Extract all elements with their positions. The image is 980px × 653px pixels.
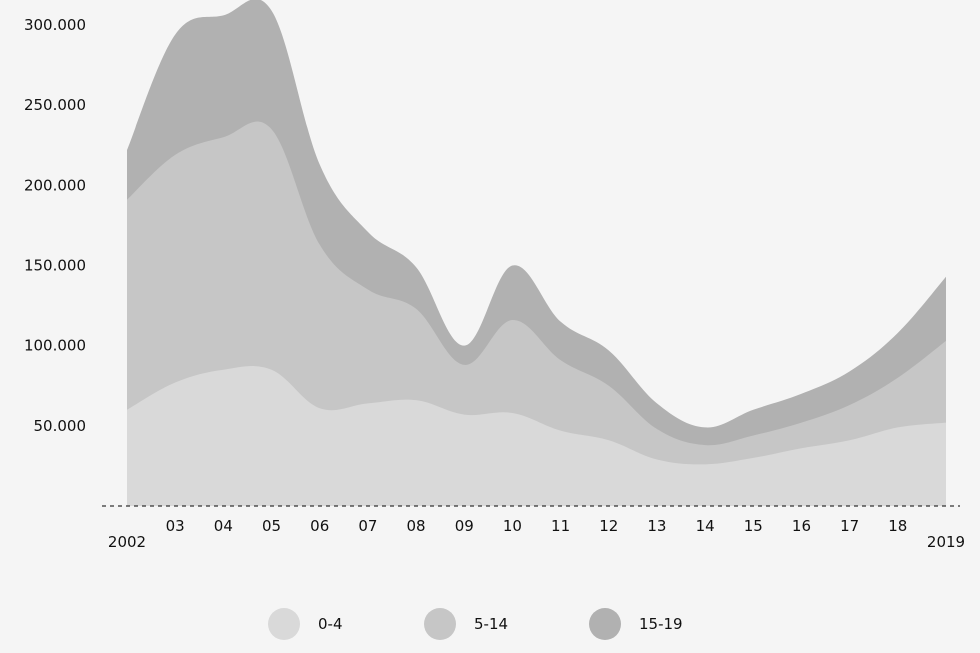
legend-label: 5-14 [474,615,509,633]
x-tick-label: 05 [262,517,281,535]
x-tick-label: 2019 [927,533,965,551]
legend-swatch-icon [268,608,300,640]
x-tick-label: 14 [696,517,715,535]
legend-item-0-4: 0-4 [268,608,343,640]
x-tick-label: 17 [840,517,859,535]
x-tick-label: 09 [455,517,474,535]
area-series-5-14 [127,121,946,506]
x-axis-ticks: 2002 03 04 05 06 07 08 09 10 11 12 13 14 15 16 17 18 2019 [108,517,965,551]
x-tick-label: 13 [647,517,666,535]
x-tick-label: 06 [310,517,329,535]
y-tick-label: 200.000 [24,176,86,194]
x-tick-label: 18 [888,517,907,535]
chart-areas [127,0,946,506]
y-tick-label: 300.000 [24,16,86,34]
x-tick-label: 2002 [108,533,146,551]
legend-item-5-14: 5-14 [424,608,508,640]
x-tick-label: 15 [744,517,763,535]
x-tick-label: 04 [214,517,233,535]
legend-label: 15-19 [639,615,683,633]
stacked-area-chart: 50.000 100.000 150.000 200.000 250.000 300.00… [24,0,965,551]
x-tick-label: 12 [599,517,618,535]
legend-swatch-icon [589,608,621,640]
x-tick-label: 10 [503,517,522,535]
y-axis-ticks: 50.000 100.000 150.000 200.000 250.000 300.00… [24,16,86,435]
x-tick-label: 07 [358,517,377,535]
y-tick-label: 150.000 [24,257,86,275]
x-tick-label: 08 [407,517,426,535]
x-tick-label: 16 [792,517,811,535]
y-tick-label: 250.000 [24,96,86,114]
legend-item-15-19: 15-19 [589,608,683,640]
y-tick-label: 100.000 [24,337,86,355]
legend-label: 0-4 [318,615,343,633]
x-tick-label: 11 [551,517,570,535]
legend-swatch-icon [424,608,456,640]
area-series-0-4 [127,366,946,506]
x-tick-label: 03 [166,517,185,535]
legend: 0-4 5-14 15-19 [0,608,980,644]
y-tick-label: 50.000 [34,417,87,435]
